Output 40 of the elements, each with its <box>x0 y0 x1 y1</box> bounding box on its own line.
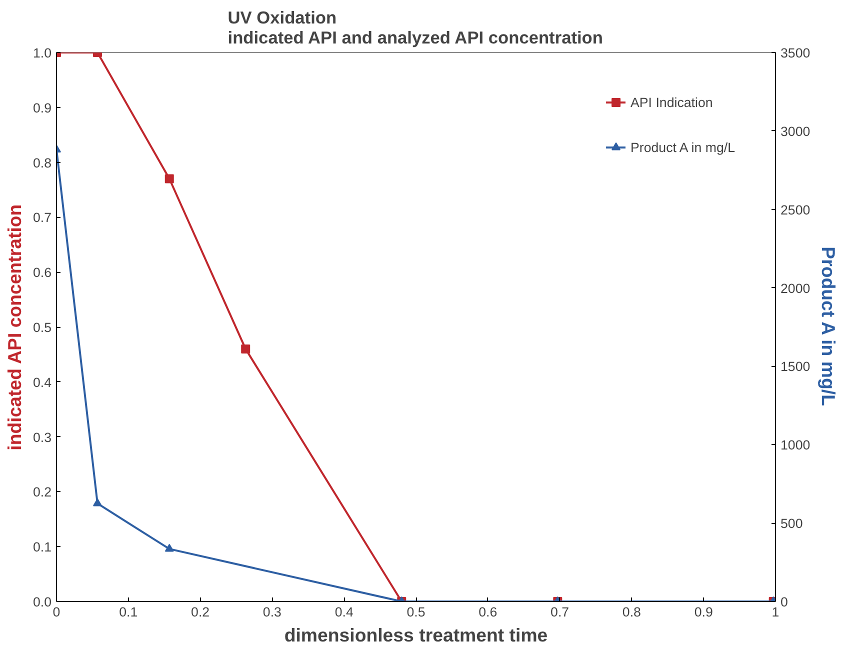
chart-title: UV Oxidation indicated API and analyzed API concentration <box>228 8 603 48</box>
y-tick-label: 0.4 <box>32 374 52 390</box>
x-tick-label: 0.6 <box>478 604 498 620</box>
y2-axis-title: Product A in mg/L <box>818 246 840 406</box>
y2-tick-label: 3000 <box>780 124 810 139</box>
y2-tick-label: 2000 <box>780 280 810 296</box>
legend-label: Product A in mg/L <box>630 140 735 154</box>
y-tick-label: 0.5 <box>32 320 52 335</box>
y-tick-label: 0.0 <box>32 594 52 610</box>
x-tick-label: 0.3 <box>262 604 282 620</box>
point <box>164 174 174 184</box>
y2-tick-label: 500 <box>780 516 803 532</box>
y-tick-label: 0.7 <box>32 210 52 226</box>
y-tick-label: 0.6 <box>32 265 52 280</box>
x-tick-label: 0 <box>52 604 60 620</box>
y-tick-label: 0.9 <box>32 100 52 116</box>
point <box>164 544 174 552</box>
x-tick-label: 1 <box>772 604 780 620</box>
x-tick-label: 0.2 <box>191 604 210 620</box>
point <box>241 344 250 354</box>
y2-tick-label: 3500 <box>780 46 810 60</box>
x-tick-label: 0.8 <box>622 604 641 620</box>
y-axis-title: indicated API concentration <box>4 204 25 450</box>
y-tick-label: 1.0 <box>32 46 52 60</box>
x-tick-label: 0.1 <box>119 604 138 620</box>
y-tick-label: 0.8 <box>32 155 52 170</box>
x-tick-label: 0.9 <box>694 604 713 620</box>
x-tick-label: 0.7 <box>550 604 570 620</box>
x-tick-label: 0.4 <box>334 604 354 620</box>
y2-tick-label: 1000 <box>780 438 810 453</box>
x-axis-title: dimensionless treatment time <box>284 624 548 646</box>
x-tick-label: 0.5 <box>406 604 426 620</box>
point <box>92 498 102 506</box>
y2-tick-label: 0 <box>780 594 788 610</box>
y2-tick-label: 2500 <box>780 202 810 218</box>
y-tick-label: 0.1 <box>32 540 52 555</box>
y-tick-label: 0.3 <box>32 430 52 445</box>
y-tick-label: 0.2 <box>32 484 52 500</box>
y2-tick-label: 1500 <box>780 359 810 374</box>
legend-label: API Indication <box>630 94 713 110</box>
